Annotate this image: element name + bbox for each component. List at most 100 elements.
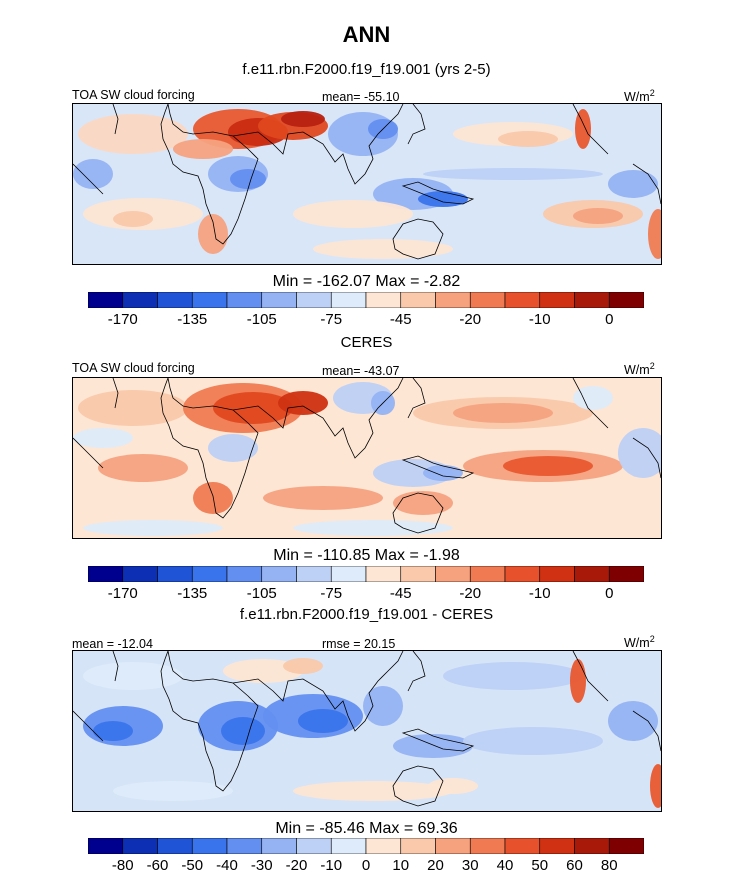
colorbar-swatch [608,838,644,854]
colorbar-swatch [365,838,402,854]
colorbar-swatch [435,838,471,854]
panel3-coastlines [73,651,661,807]
panel3-map-svg [73,651,661,811]
colorbar-swatch [574,566,610,582]
colorbar-swatch [469,838,506,854]
colorbar-swatch [191,838,228,854]
colorbar-tick-label: -30 [250,857,273,874]
colorbar-tick-label: -20 [459,585,482,602]
colorbar-swatch [122,292,158,308]
colorbar-svg [88,292,644,308]
colorbar-swatch [157,292,193,308]
colorbar-tick-label: 40 [496,857,514,874]
colorbar-tick-label: 10 [392,857,410,874]
colorbar-tick-label: -20 [285,857,308,874]
colorbar-tick-label: 0 [605,585,614,602]
colorbar-tick-label: -45 [389,311,412,328]
colorbar-tick-label: 20 [427,857,444,874]
colorbar-tick-label: -135 [177,585,208,602]
colorbar-swatch [504,838,541,854]
colorbar-tick-label: -105 [246,585,277,602]
colorbar-tick-label: 80 [600,857,618,874]
colorbar-swatch [261,292,297,308]
colorbar-swatch [191,292,228,308]
panel2-units: W/m2 [624,361,655,378]
panel3-mean-label: mean = -12.04 [72,637,153,651]
colorbar-tick-label: -75 [320,311,343,328]
colorbar-swatch [226,292,263,308]
colorbar-tick-label: -135 [177,311,208,328]
panel1-coastlines [73,104,661,260]
panel3-rmse-label: rmse = 20.15 [322,637,396,651]
colorbar-swatch [365,566,402,582]
panel1-mean-label: mean= -55.10 [322,90,400,104]
panel1-colorbar [88,292,644,308]
colorbar-swatch [88,838,124,854]
colorbar-swatch [88,292,124,308]
panel1-map-svg [73,104,661,264]
colorbar-tick-label: -20 [459,311,482,328]
colorbar-tick-label: -45 [389,585,412,602]
panel2-title: CERES [340,334,393,351]
colorbar-tick-label: -10 [528,311,551,328]
colorbar-swatch [261,838,297,854]
colorbar-swatch [296,838,332,854]
colorbar-swatch [608,566,644,582]
colorbar-tick-label: -60 [146,857,169,874]
panel3-colorbar-ticks: -80 -60 -50 -40 -30 -20 -10 0 10 20 30 40 50 60 80 [88,857,644,877]
colorbar-swatch [330,292,367,308]
colorbar-swatch [400,566,436,582]
colorbar-tick-label: -50 [181,857,204,874]
panel3-colorbar [88,838,644,854]
colorbar-swatch [122,838,158,854]
colorbar-swatch [400,838,436,854]
colorbar-tick-label: 0 [361,857,371,874]
colorbar-swatch [608,292,644,308]
colorbar-swatch [435,566,471,582]
colorbar-swatch [226,838,263,854]
colorbar-swatch [122,566,158,582]
colorbar-swatch [296,566,332,582]
colorbar-swatch [469,566,506,582]
colorbar-tick-label: 50 [531,857,549,874]
panel3-map [72,650,662,812]
panel2-coastlines [73,378,661,534]
colorbar-swatch [400,292,436,308]
panel2-variable-label: TOA SW cloud forcing [72,361,195,375]
colorbar-swatch [574,292,610,308]
colorbar-swatch [226,566,263,582]
panel1-units: W/m2 [624,88,655,105]
colorbar-swatch [539,566,575,582]
colorbar-tick-label: -40 [216,857,238,874]
panel2-map-svg [73,378,661,538]
colorbar-swatch [574,838,610,854]
colorbar-tick-label: -170 [107,585,138,602]
colorbar-tick-label: -170 [107,311,138,328]
panel2-mean-label: mean= -43.07 [322,364,400,378]
colorbar-swatch [504,566,541,582]
panel2-colorbar [88,566,644,582]
panel3-field [83,658,661,808]
colorbar-swatch [539,838,575,854]
panel3-minmax: Min = -85.46 Max = 69.36 [275,820,458,837]
colorbar-swatch [88,566,124,582]
panel1-title: f.e11.rbn.F2000.f19_f19.001 (yrs 2-5) [242,61,491,78]
colorbar-swatch [469,292,506,308]
panel2-colorbar-ticks: -170 -135 -105 -75 -45 -20 -10 0 [88,585,644,605]
colorbar-swatch [157,838,193,854]
colorbar-svg [88,566,644,582]
figure-title: ANN [342,22,391,47]
colorbar-swatch [191,566,228,582]
colorbar-swatch [330,566,367,582]
panel3-title: f.e11.rbn.F2000.f19_f19.001 - CERES [239,606,494,623]
colorbar-tick-label: 0 [605,311,614,328]
colorbar-tick-label: 60 [566,857,583,874]
colorbar-swatch [365,292,402,308]
panel2-minmax: Min = -110.85 Max = -1.98 [273,547,460,564]
colorbar-tick-label: -75 [320,585,343,602]
colorbar-swatch [539,292,575,308]
colorbar-tick-label: -105 [246,311,277,328]
colorbar-tick-label: 30 [461,857,479,874]
colorbar-swatch [330,838,367,854]
colorbar-tick-label: -80 [111,857,134,874]
